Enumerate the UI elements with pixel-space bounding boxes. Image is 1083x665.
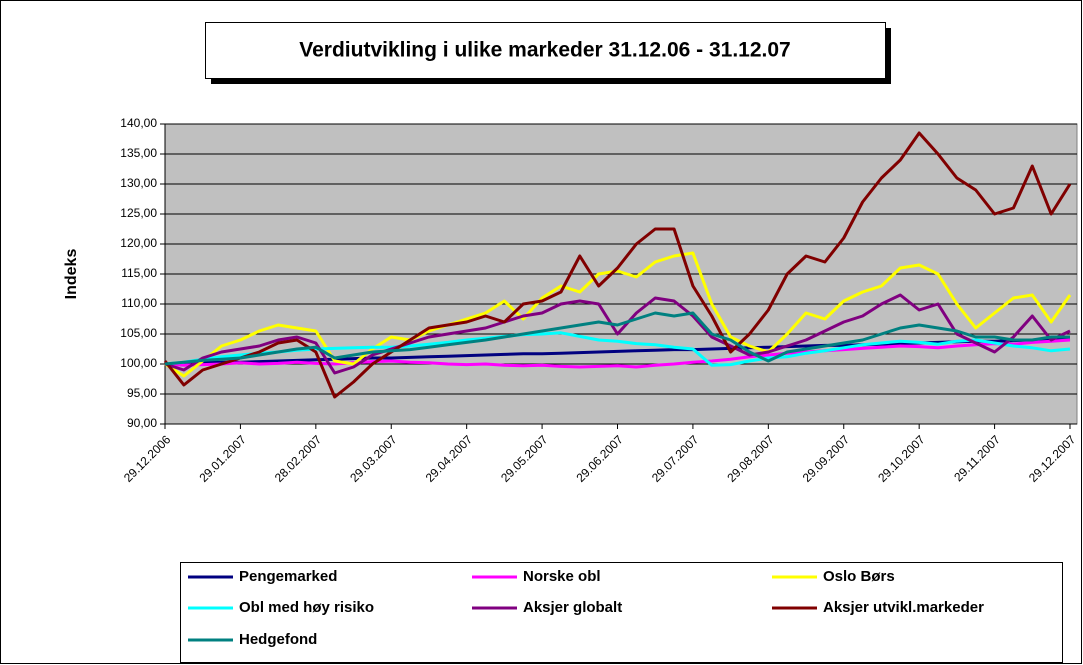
series-line (164, 338, 1071, 369)
legend-label: Oslo Børs (823, 568, 895, 585)
series-line (164, 311, 1070, 366)
y-tick-label: 110,00 (121, 296, 157, 310)
y-tick-label: 105,00 (120, 326, 157, 340)
series-line (164, 331, 1071, 367)
y-tick-label: 120,00 (120, 236, 157, 250)
y-axis-label: Indeks (63, 249, 80, 300)
legend-label: Aksjer utvikl.markeder (823, 599, 984, 616)
series-line (164, 251, 1072, 378)
series-line (163, 131, 1072, 399)
y-tick-label: 125,00 (120, 206, 157, 220)
y-tick-label: 90,00 (127, 416, 157, 430)
legend-label: Obl med høy risiko (239, 599, 374, 616)
title-box (205, 22, 886, 79)
y-tick-label: 140,00 (120, 116, 157, 130)
y-tick-label: 130,00 (120, 176, 157, 190)
legend-label: Norske obl (523, 568, 601, 585)
legend-label: Aksjer globalt (523, 599, 622, 616)
y-tick-label: 115,00 (121, 266, 157, 280)
chart-title: Verdiutvikling i ulike markeder 31.12.06… (299, 39, 790, 62)
y-tick-label: 100,00 (120, 356, 157, 370)
series-line (164, 293, 1071, 375)
legend-box (180, 562, 1063, 663)
legend-label: Pengemarked (239, 568, 337, 585)
y-tick-label: 135,00 (120, 146, 157, 160)
y-tick-label: 95,00 (127, 386, 157, 400)
legend-label: Hedgefond (239, 631, 317, 648)
